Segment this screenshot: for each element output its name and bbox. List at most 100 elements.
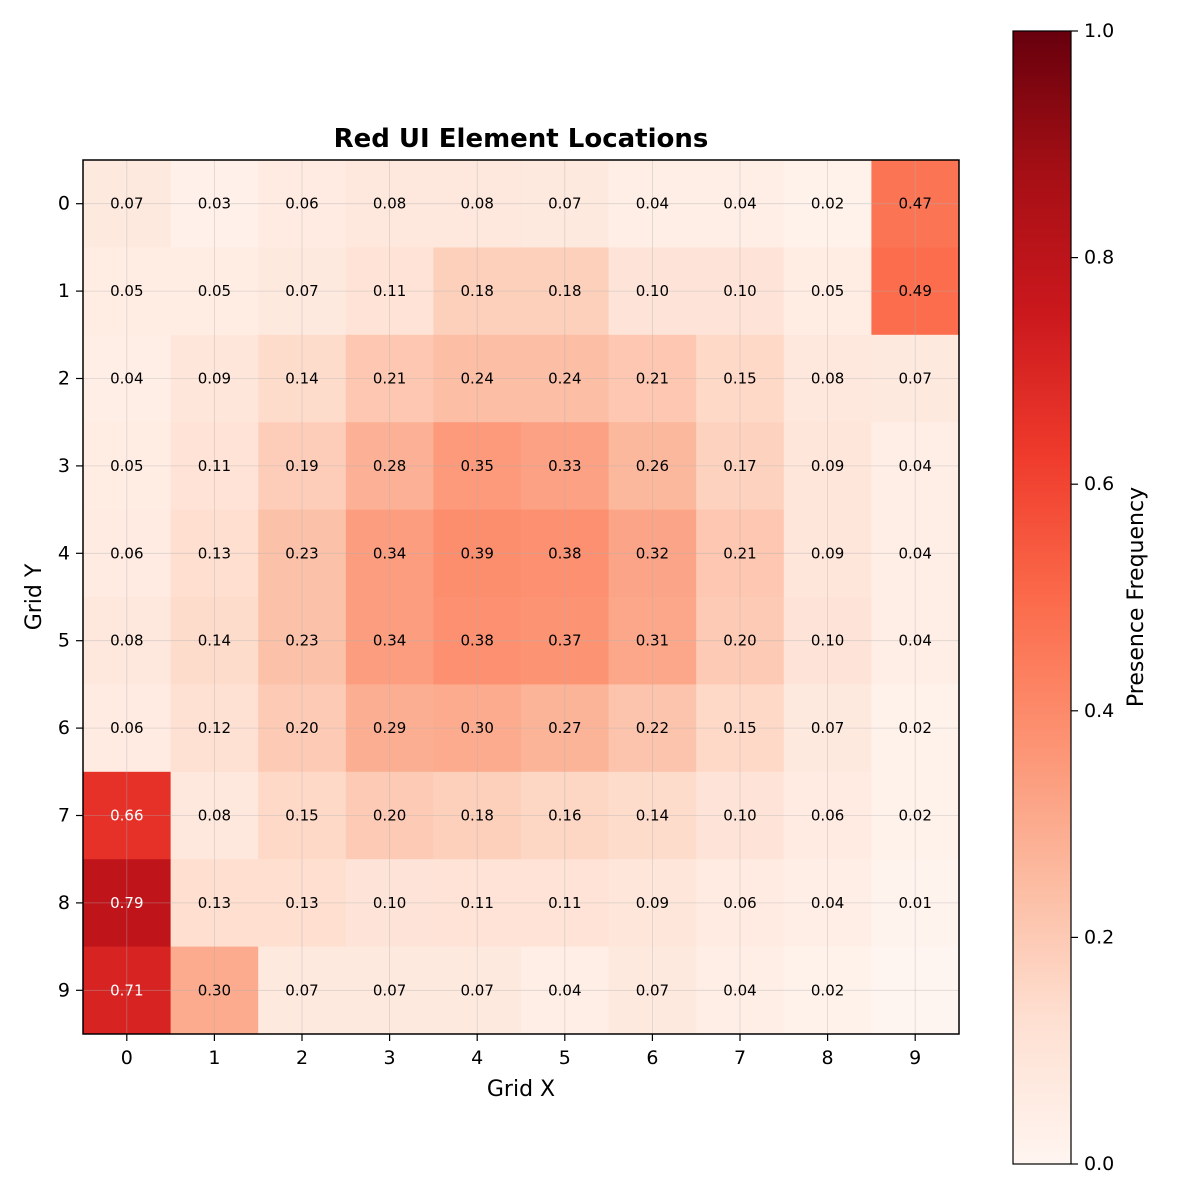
cell-value-label: 0.09 — [811, 457, 844, 475]
cell-value-label: 0.08 — [198, 807, 231, 825]
cell-value-label: 0.02 — [898, 719, 931, 737]
heatmap-cell — [783, 946, 872, 1035]
heatmap-cell — [433, 247, 522, 336]
plot-frame — [82, 159, 960, 1035]
cell-value-label: 0.07 — [898, 370, 931, 388]
cell-value-label: 0.32 — [636, 544, 669, 562]
cell-value-label: 0.07 — [110, 195, 143, 213]
heatmap-cell — [258, 509, 347, 598]
cell-value-label: 0.35 — [460, 457, 493, 475]
cell-value-label: 0.38 — [460, 632, 493, 650]
cell-value-label: 0.08 — [460, 195, 493, 213]
cell-value-label: 0.07 — [285, 981, 318, 999]
cell-value-label: 0.04 — [723, 981, 756, 999]
x-tick-label: 0 — [121, 1047, 133, 1069]
heatmap-cell — [871, 771, 960, 860]
heatmap-cell — [83, 509, 172, 598]
cell-value-label: 0.02 — [811, 981, 844, 999]
heatmap-cell — [608, 160, 697, 248]
cell-value-label: 0.29 — [373, 719, 406, 737]
cell-value-label: 0.11 — [198, 457, 231, 475]
cell-value-label: 0.22 — [636, 719, 669, 737]
heatmap-cell — [170, 422, 259, 511]
heatmap-cell — [170, 771, 259, 860]
cell-value-label: 0.15 — [723, 719, 756, 737]
heatmap-cell — [433, 334, 522, 423]
heatmap-cell — [608, 684, 697, 773]
cell-value-label: 0.08 — [110, 632, 143, 650]
cell-value-label: 0.07 — [548, 195, 581, 213]
cell-value-label: 0.47 — [898, 195, 931, 213]
heatmap-cell — [696, 771, 785, 860]
cell-value-label: 0.04 — [548, 981, 581, 999]
cell-value-label: 0.04 — [898, 632, 931, 650]
heatmap-cell — [258, 422, 347, 511]
heatmap-cell — [345, 859, 434, 948]
heatmap-cell — [521, 247, 610, 336]
heatmap-cell — [521, 771, 610, 860]
y-tick-label: 3 — [58, 455, 70, 477]
cell-value-label: 0.71 — [110, 981, 143, 999]
cell-value-label: 0.34 — [373, 544, 406, 562]
heatmap-cell — [83, 597, 172, 685]
heatmap-cell — [696, 247, 785, 336]
y-tick-label: 1 — [58, 280, 70, 302]
cell-value-label: 0.18 — [460, 282, 493, 300]
gridlines — [83, 160, 959, 1034]
y-tick-label: 0 — [58, 193, 70, 215]
cell-value-label: 0.24 — [460, 370, 493, 388]
heatmap-cell — [258, 771, 347, 860]
cell-value-label: 0.02 — [811, 195, 844, 213]
heatmap-cell — [345, 334, 434, 423]
cell-value-label: 0.06 — [811, 807, 844, 825]
cell-value-label: 0.02 — [898, 807, 931, 825]
heatmap-cell — [258, 597, 347, 685]
heatmap-cell — [783, 247, 872, 336]
heatmap-cell — [345, 160, 434, 248]
heatmap-cell — [170, 247, 259, 336]
heatmap-cell — [608, 509, 697, 598]
cell-value-label: 0.04 — [898, 544, 931, 562]
heatmap-cell — [871, 509, 960, 598]
cell-value-label: 0.06 — [723, 894, 756, 912]
heatmap-cell — [83, 859, 172, 948]
heatmap-cell — [783, 684, 872, 773]
cell-value-label: 0.18 — [460, 807, 493, 825]
heatmap-cell — [83, 684, 172, 773]
heatmap-cell — [170, 859, 259, 948]
heatmap-cell — [521, 597, 610, 685]
cell-value-label: 0.09 — [198, 370, 231, 388]
heatmap-cell — [433, 422, 522, 511]
cell-value-label: 0.21 — [636, 370, 669, 388]
cell-value-label: 0.39 — [460, 544, 493, 562]
y-tick-label: 6 — [58, 717, 70, 739]
cell-value-label: 0.79 — [110, 894, 143, 912]
cell-value-label: 0.05 — [198, 282, 231, 300]
heatmap-cell — [433, 946, 522, 1035]
cell-value-label: 0.05 — [110, 282, 143, 300]
heatmap-cell — [345, 422, 434, 511]
heatmap-cell — [871, 160, 960, 248]
heatmap-cell — [170, 597, 259, 685]
heatmap-cell — [783, 859, 872, 948]
cell-value-label: 0.09 — [636, 894, 669, 912]
colorbar-tick-label: 0.2 — [1084, 926, 1114, 948]
heatmap-cell — [83, 422, 172, 511]
heatmap-cell — [783, 160, 872, 248]
heatmap-cell — [433, 684, 522, 773]
heatmap-cell — [696, 509, 785, 598]
cell-value-label: 0.07 — [636, 981, 669, 999]
heatmap-cell — [83, 771, 172, 860]
cell-value-label: 0.17 — [723, 457, 756, 475]
cell-value-label: 0.23 — [285, 632, 318, 650]
heatmap-cell — [521, 684, 610, 773]
heatmap-cell — [608, 771, 697, 860]
cell-value-label: 0.49 — [898, 282, 931, 300]
cell-value-labels: 0.07 0.03 0.06 0.08 0.08 0.07 0.04 0.04 0.02 0.47… — [110, 195, 932, 1000]
cell-value-label: 0.20 — [723, 632, 756, 650]
cell-value-label: 0.10 — [373, 894, 406, 912]
heatmap-cell — [521, 160, 610, 248]
y-tick-label: 5 — [58, 630, 70, 652]
